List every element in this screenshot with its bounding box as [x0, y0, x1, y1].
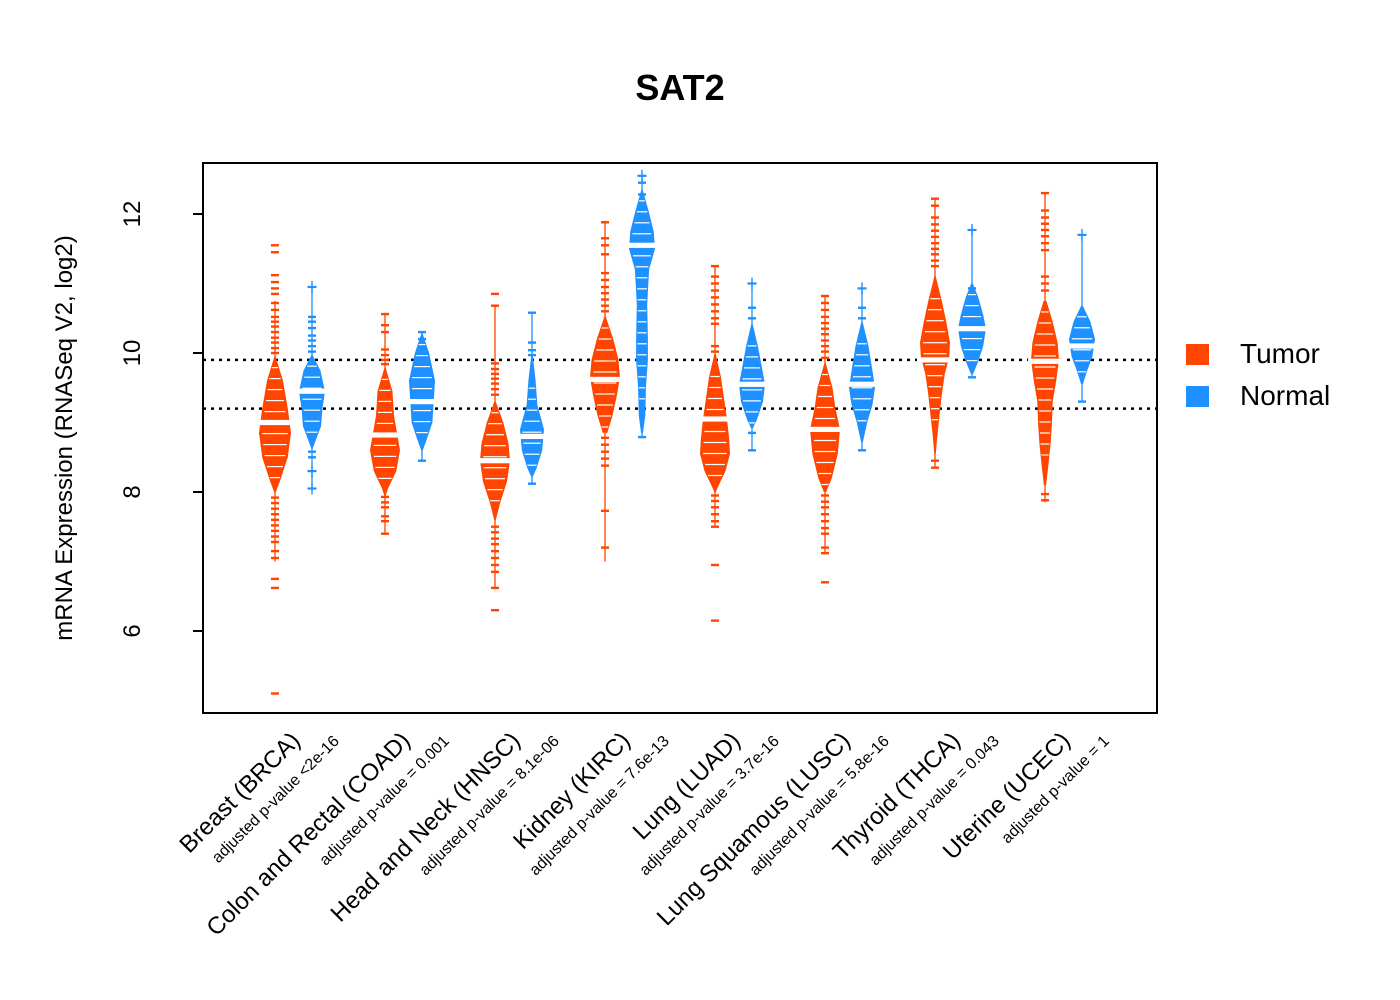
- bean-lusc-normal: [846, 282, 878, 452]
- bean-ucec-normal: [1066, 228, 1098, 403]
- bean-coad-tumor: [367, 312, 403, 535]
- legend-swatch-tumor: [1186, 344, 1209, 365]
- bean-luad-tumor: [697, 264, 733, 622]
- y-tick-label-12: 12: [119, 201, 146, 228]
- y-tick-label-6: 6: [119, 624, 146, 637]
- legend-label-normal: Normal: [1240, 380, 1330, 411]
- beans-layer: [256, 169, 1098, 695]
- bean-kirc-tumor: [587, 220, 623, 562]
- bean-luad-normal: [736, 277, 768, 452]
- bean-hnsc-tumor: [477, 292, 513, 612]
- legend: Tumor Normal: [1186, 338, 1330, 411]
- bean-brca-tumor: [256, 244, 294, 695]
- x-axis-labels: Breast (BRCA) adjusted p-value <2e-16 Co…: [174, 727, 1112, 941]
- bean-thca-tumor: [917, 197, 953, 469]
- legend-label-tumor: Tumor: [1240, 338, 1320, 369]
- bean-thca-normal: [955, 224, 989, 379]
- y-tick-label-10: 10: [119, 340, 146, 367]
- chart-title: SAT2: [635, 67, 724, 108]
- bean-ucec-tumor: [1028, 191, 1062, 503]
- bean-lusc-tumor: [807, 294, 843, 584]
- bean-coad-normal: [406, 330, 438, 462]
- y-axis-label: mRNA Expression (RNASeq V2, log2): [51, 235, 78, 641]
- bean-kirc-normal: [626, 169, 658, 439]
- plot-border: [202, 162, 1158, 714]
- bean-hnsc-normal: [517, 311, 547, 485]
- y-tick-label-8: 8: [119, 485, 146, 498]
- bean-brca-normal: [296, 281, 328, 495]
- legend-swatch-normal: [1186, 386, 1209, 407]
- y-axis-ticks: [193, 213, 203, 632]
